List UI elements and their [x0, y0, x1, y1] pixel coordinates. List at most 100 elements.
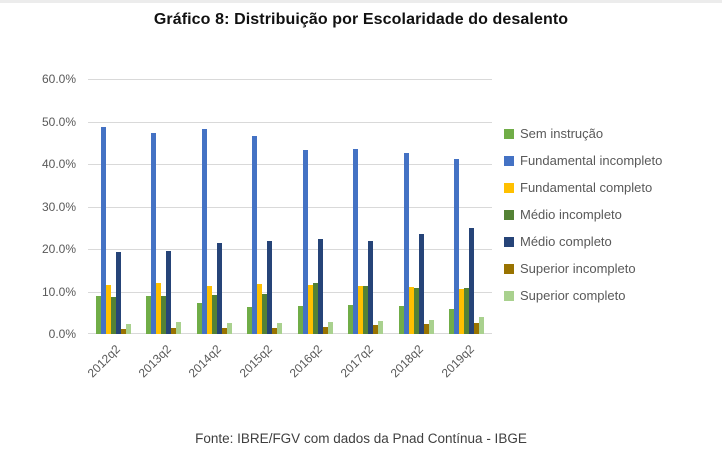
bar-2015q2-medio-incompleto — [262, 293, 268, 334]
x-axis-label-2017q2: 2017q2 — [337, 342, 376, 381]
bar-2015q2-superior-completo — [277, 322, 283, 334]
y-tick-label-40: 40.0% — [41, 157, 76, 171]
bar-group-2017q2: 2017q2 — [337, 79, 392, 380]
bar-2012q2-sem-instrucao — [95, 296, 101, 334]
bar-2019q2-fundamental-completo — [459, 288, 465, 334]
legend-item-sem-instrucao: Sem instrução — [504, 126, 662, 141]
gridline-40 — [88, 164, 492, 165]
bar-2013q2-superior-completo — [176, 321, 182, 334]
bar-2015q2-superior-incompleto — [272, 327, 278, 334]
bar-2016q2-fundamental-incompleto — [302, 149, 308, 334]
bar-2015q2-sem-instrucao — [247, 306, 253, 334]
bar-2018q2-sem-instrucao — [398, 306, 404, 334]
x-axis-label-2019q2: 2019q2 — [438, 342, 477, 381]
bar-2013q2-sem-instrucao — [146, 295, 152, 334]
gridline-50 — [88, 121, 492, 123]
legend-swatch-superior-completo — [504, 290, 514, 301]
source-note: Fonte: IBRE/FGV com dados da Pnad Contín… — [195, 431, 527, 446]
bar-2013q2-superior-incompleto — [171, 328, 177, 334]
legend-swatch-fundamental-incompleto — [504, 155, 514, 166]
legend-item-fundamental-completo: Fundamental completo — [504, 180, 662, 195]
y-axis-labels: 0.0% 10.0% 20.0% 30.0% 40.0% 50.0% 60.0% — [0, 72, 76, 341]
bar-2017q2-medio-completo — [368, 240, 374, 334]
x-axis-label-2014q2: 2014q2 — [185, 342, 225, 381]
legend-item-medio-incompleto: Médio incompleto — [504, 207, 662, 222]
bar-2016q2-superior-completo — [327, 322, 333, 334]
legend-swatch-superior-incompleto — [504, 263, 514, 274]
bar-2015q2-medio-completo — [267, 240, 273, 334]
bar-2014q2-medio-incompleto — [211, 295, 217, 334]
y-tick-label-0: 0.0% — [48, 327, 76, 341]
bar-2016q2-superior-incompleto — [322, 327, 328, 334]
bar-2012q2-superior-incompleto — [120, 329, 126, 334]
bar-2013q2-medio-incompleto — [161, 296, 167, 334]
gridline-20 — [88, 249, 492, 250]
chart-title: Gráfico 8: Distribuição por Escolaridade… — [153, 11, 569, 28]
bar-2017q2-sem-instrucao — [348, 305, 354, 334]
bar-2014q2-fundamental-completo — [206, 285, 212, 334]
y-tick-label-50: 50.0% — [41, 114, 76, 129]
plot-area: 2012q2 2013q2 2014q2 2015q2 2016q2 2017q2 2018… — [85, 79, 493, 380]
bar-2015q2-fundamental-completo — [257, 283, 263, 334]
bar-2019q2-medio-completo — [469, 227, 475, 334]
bar-2019q2-medio-incompleto — [464, 287, 470, 334]
bar-2017q2-fundamental-incompleto — [353, 148, 359, 334]
bar-2012q2-medio-completo — [115, 251, 121, 334]
bar-2012q2-fundamental-incompleto — [100, 127, 106, 334]
bar-2019q2-sem-instrucao — [449, 309, 455, 334]
bar-2013q2-fundamental-incompleto — [151, 133, 157, 334]
bar-2019q2-superior-completo — [479, 317, 485, 334]
bar-2018q2-fundamental-completo — [408, 287, 414, 334]
bar-group-2016q2: 2016q2 — [287, 79, 341, 380]
legend-label-fundamental-completo: Fundamental completo — [520, 180, 653, 195]
legend-label-sem-instrucao: Sem instrução — [520, 126, 604, 141]
bar-2015q2-fundamental-incompleto — [252, 135, 258, 334]
bar-2012q2-fundamental-completo — [105, 285, 111, 334]
bar-2014q2-medio-completo — [216, 243, 222, 334]
gridline-0 — [88, 333, 492, 334]
y-tick-label-20: 20.0% — [41, 242, 76, 256]
legend-swatch-sem-instrucao — [504, 128, 514, 139]
x-axis-label-2013q2: 2013q2 — [135, 342, 174, 381]
bar-2018q2-superior-incompleto — [423, 324, 429, 334]
legend-swatch-medio-incompleto — [504, 209, 514, 220]
y-tick-label-60: 60.0% — [41, 72, 76, 86]
legend-item-superior-incompleto: Superior incompleto — [504, 261, 662, 276]
bar-2018q2-medio-completo — [418, 234, 424, 334]
bar-2016q2-sem-instrucao — [297, 305, 303, 334]
bar-2013q2-medio-completo — [166, 250, 172, 334]
bar-group-2018q2: 2018q2 — [388, 79, 442, 380]
bar-2018q2-superior-completo — [428, 319, 434, 334]
bar-2012q2-superior-completo — [125, 323, 131, 334]
y-tick-label-30: 30.0% — [41, 199, 76, 214]
gridline-30 — [88, 206, 492, 208]
bar-2017q2-superior-incompleto — [373, 324, 379, 334]
legend-swatch-medio-completo — [504, 236, 514, 247]
bar-2016q2-medio-incompleto — [312, 283, 318, 334]
bar-2016q2-fundamental-completo — [307, 284, 313, 334]
bar-group-2019q2: 2019q2 — [438, 79, 493, 380]
legend-item-superior-completo: Superior completo — [504, 288, 662, 303]
bar-2017q2-superior-completo — [378, 320, 384, 334]
x-axis-label-2015q2: 2015q2 — [236, 342, 275, 381]
legend: Sem instrução Fundamental incompleto Funda… — [504, 126, 662, 303]
bar-group-2012q2: 2012q2 — [85, 79, 139, 380]
bar-2016q2-medio-completo — [317, 238, 323, 334]
figure-top-edge — [0, 0, 722, 3]
bar-2014q2-superior-incompleto — [221, 328, 227, 334]
x-axis-label-2016q2: 2016q2 — [286, 342, 326, 381]
legend-item-fundamental-incompleto: Fundamental incompleto — [504, 153, 662, 168]
legend-label-medio-completo: Médio completo — [520, 234, 612, 249]
legend-label-superior-incompleto: Superior incompleto — [520, 261, 636, 276]
bar-2014q2-superior-completo — [226, 322, 232, 334]
legend-swatch-fundamental-completo — [504, 182, 514, 193]
gridline-60 — [88, 79, 492, 80]
bar-2019q2-fundamental-incompleto — [454, 158, 460, 334]
bar-2019q2-superior-incompleto — [474, 322, 480, 334]
bar-2012q2-medio-incompleto — [110, 297, 116, 334]
x-axis-label-2018q2: 2018q2 — [387, 342, 427, 381]
bar-group-2014q2: 2014q2 — [186, 79, 240, 380]
legend-label-medio-incompleto: Médio incompleto — [520, 207, 622, 222]
legend-item-medio-completo: Médio completo — [504, 234, 662, 249]
legend-label-superior-completo: Superior completo — [520, 288, 626, 303]
